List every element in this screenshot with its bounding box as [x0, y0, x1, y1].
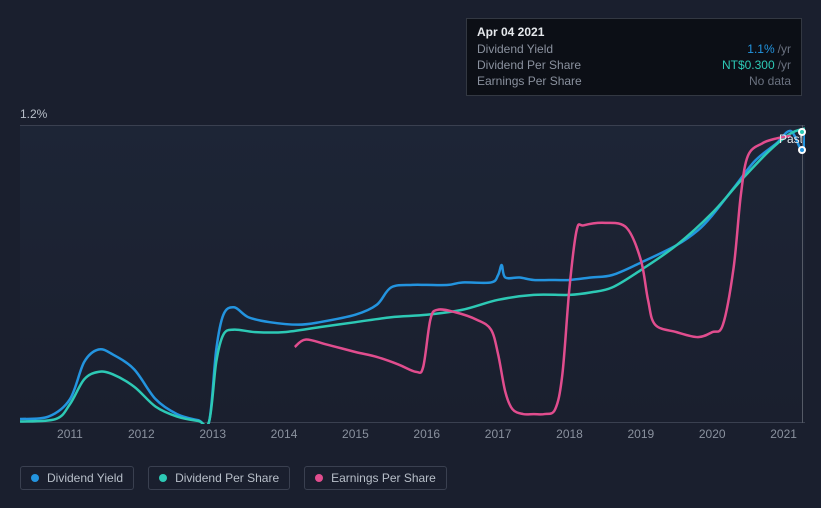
tooltip-date: Apr 04 2021	[477, 25, 791, 39]
legend-label: Earnings Per Share	[331, 471, 436, 485]
tooltip-row-dps: Dividend Per Share NT$0.300/yr	[477, 57, 791, 73]
legend-swatch	[315, 474, 323, 482]
legend-label: Dividend Yield	[47, 471, 123, 485]
cursor-dot-yield	[798, 146, 806, 154]
x-tick: 2013	[199, 427, 226, 441]
cursor-dot-dps	[798, 128, 806, 136]
tooltip-value: 1.1%/yr	[747, 42, 791, 56]
legend-item-dps[interactable]: Dividend Per Share	[148, 466, 290, 490]
tooltip-value: NT$0.300/yr	[722, 58, 791, 72]
tooltip-row-eps: Earnings Per Share No data	[477, 73, 791, 89]
tooltip-label: Earnings Per Share	[477, 74, 582, 88]
tooltip-label: Dividend Yield	[477, 42, 553, 56]
x-tick: 2019	[628, 427, 655, 441]
x-tick: 2020	[699, 427, 726, 441]
legend-swatch	[31, 474, 39, 482]
legend: Dividend Yield Dividend Per Share Earnin…	[20, 466, 447, 490]
tooltip-value: No data	[749, 74, 791, 88]
line-dividend-yield	[20, 128, 805, 424]
legend-item-yield[interactable]: Dividend Yield	[20, 466, 134, 490]
tooltip-row-yield: Dividend Yield 1.1%/yr	[477, 41, 791, 57]
plot-area[interactable]	[20, 125, 805, 423]
cursor-line	[802, 125, 803, 423]
x-tick: 2016	[413, 427, 440, 441]
x-tick: 2021	[770, 427, 797, 441]
x-tick: 2018	[556, 427, 583, 441]
line-earnings-per-share	[295, 136, 791, 415]
dividend-chart: Apr 04 2021 Dividend Yield 1.1%/yr Divid…	[0, 0, 821, 508]
y-tick-max: 1.2%	[20, 107, 47, 121]
legend-swatch	[159, 474, 167, 482]
legend-item-eps[interactable]: Earnings Per Share	[304, 466, 447, 490]
chart-tooltip: Apr 04 2021 Dividend Yield 1.1%/yr Divid…	[466, 18, 802, 96]
x-tick: 2015	[342, 427, 369, 441]
legend-label: Dividend Per Share	[175, 471, 279, 485]
chart-svg	[20, 126, 805, 424]
x-tick: 2012	[128, 427, 155, 441]
x-tick: 2017	[485, 427, 512, 441]
x-tick: 2014	[271, 427, 298, 441]
x-tick: 2011	[57, 427, 83, 441]
tooltip-label: Dividend Per Share	[477, 58, 581, 72]
line-dividend-per-share	[20, 128, 805, 424]
